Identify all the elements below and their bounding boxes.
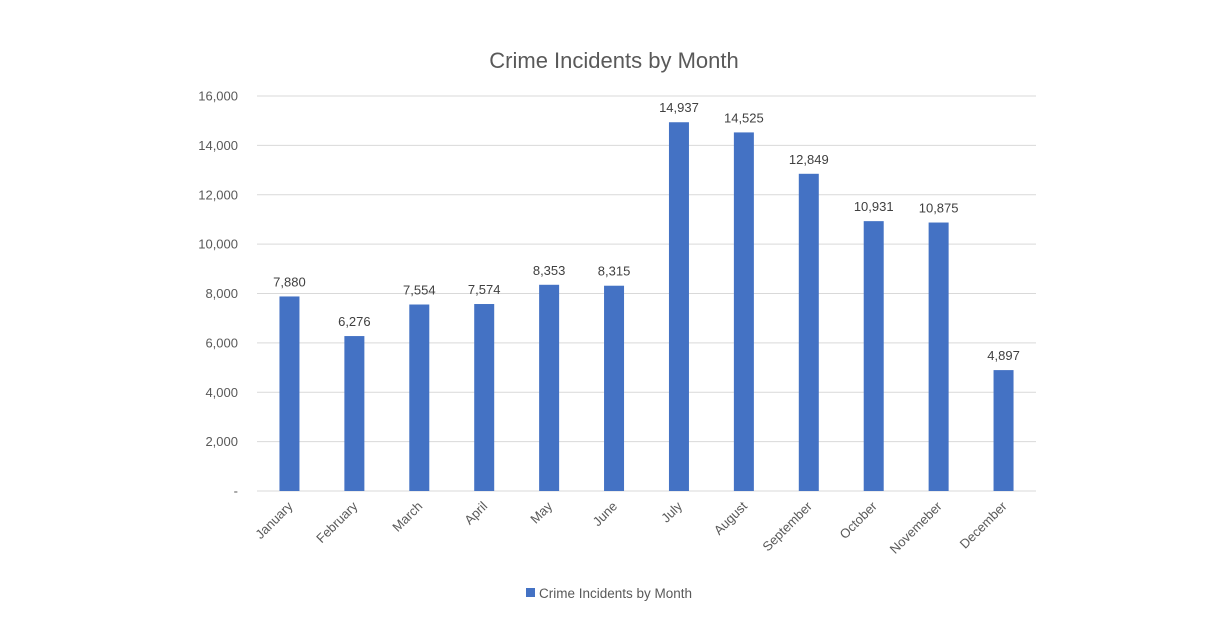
y-tick-label: 12,000 — [198, 187, 238, 202]
data-label: 4,897 — [987, 348, 1020, 363]
y-tick-label: 2,000 — [205, 434, 238, 449]
bar — [928, 222, 949, 491]
bar — [474, 304, 495, 491]
bar — [604, 285, 625, 491]
y-tick-label: 4,000 — [205, 385, 238, 400]
data-labels: 7,880 6,276 7,554 7,574 8,353 8,315 14,937 14,5… — [273, 100, 1020, 363]
x-tick-label: March — [389, 499, 425, 535]
x-tick-label: January — [252, 498, 296, 542]
bar — [409, 304, 430, 491]
bar — [993, 370, 1014, 491]
x-tick-label: February — [313, 498, 361, 546]
y-tick-label: 8,000 — [205, 286, 238, 301]
bars — [279, 122, 1014, 492]
bar — [798, 173, 819, 491]
y-tick-label: 16,000 — [198, 89, 238, 104]
x-tick-label: August — [711, 498, 750, 537]
y-axis-tick-labels: - 2,000 4,000 6,000 8,000 10,000 12,000 14,000 1… — [198, 89, 238, 499]
bar — [539, 284, 560, 491]
x-tick-label: July — [658, 498, 685, 525]
data-label: 10,875 — [919, 201, 959, 216]
gridlines — [257, 95, 1036, 492]
y-tick-label: - — [234, 484, 238, 499]
data-label: 14,525 — [724, 110, 764, 125]
bar — [733, 132, 754, 491]
data-label: 8,353 — [533, 263, 566, 278]
data-label: 14,937 — [659, 100, 699, 115]
data-label: 12,849 — [789, 152, 829, 167]
x-tick-label: December — [957, 498, 1010, 551]
data-label: 7,554 — [403, 283, 436, 298]
legend: Crime Incidents by Month — [526, 586, 692, 601]
data-label: 8,315 — [598, 264, 631, 279]
x-tick-label: September — [759, 498, 815, 554]
x-tick-label: April — [461, 498, 490, 527]
data-label: 10,931 — [854, 199, 894, 214]
data-label: 7,880 — [273, 274, 306, 289]
y-tick-label: 10,000 — [198, 237, 238, 252]
y-tick-label: 14,000 — [198, 138, 238, 153]
x-tick-label: Novemeber — [887, 498, 946, 557]
x-tick-label: October — [837, 498, 881, 542]
bar — [668, 122, 689, 492]
chart-title: Crime Incidents by Month — [489, 48, 738, 73]
bar — [279, 296, 300, 491]
legend-label: Crime Incidents by Month — [539, 586, 692, 601]
x-tick-label: June — [590, 499, 621, 530]
x-axis-tick-labels: January February March April May June July Augu… — [252, 498, 1010, 557]
bar — [344, 336, 365, 491]
x-tick-label: May — [527, 498, 555, 526]
data-label: 6,276 — [338, 314, 371, 329]
legend-swatch — [526, 588, 535, 597]
y-tick-label: 6,000 — [205, 335, 238, 350]
bar — [863, 221, 884, 491]
data-label: 7,574 — [468, 282, 501, 297]
